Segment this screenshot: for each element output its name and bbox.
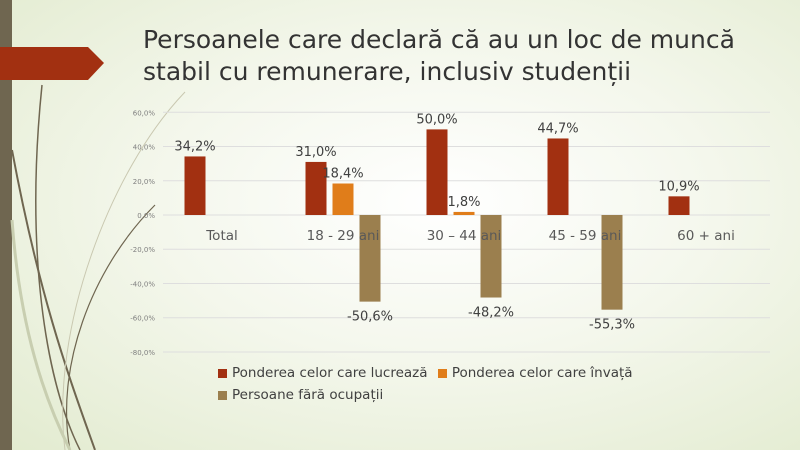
data-label: 34,2% [174, 139, 215, 154]
y-tick-label: -20,0% [130, 246, 155, 254]
bar [426, 129, 448, 215]
legend-label: Persoane fără ocupații [232, 387, 384, 403]
y-tick-label: -60,0% [130, 315, 155, 323]
x-category-label: Total [205, 228, 238, 244]
data-label: 44,7% [537, 121, 578, 136]
bar [359, 215, 381, 302]
bar [184, 156, 206, 215]
data-label: 18,4% [322, 166, 363, 181]
y-tick-label: 40,0% [133, 144, 156, 152]
slide-title: Persoanele care declară că au un loc de … [143, 25, 735, 86]
x-category-label: 45 - 59 ani [549, 228, 622, 244]
slide-sidebar-bar [0, 0, 12, 450]
bar [453, 211, 475, 215]
legend-item-invata: Ponderea celor care învață [437, 362, 633, 384]
legend-label: Ponderea celor care învață [451, 365, 633, 381]
legend-item-fara-ocupatii: Persoane fără ocupații [218, 384, 383, 406]
x-category-label: 60 + ani [677, 228, 735, 244]
bar [480, 215, 502, 298]
y-tick-label: -80,0% [130, 349, 155, 357]
legend-swatch [437, 368, 447, 378]
legend-swatch [218, 368, 227, 378]
legend-swatch [218, 390, 227, 400]
x-category-label: 18 - 29 ani [307, 228, 380, 244]
data-label: 1,8% [447, 195, 480, 210]
bar [601, 215, 623, 310]
data-label: -48,2% [468, 306, 514, 321]
chart-legend: Ponderea celor care lucrează Ponderea ce… [218, 362, 718, 406]
title-arrow-marker [0, 47, 104, 80]
data-label: 50,0% [416, 112, 457, 127]
bar [547, 138, 569, 215]
y-tick-label: 20,0% [133, 178, 156, 186]
data-label: 31,0% [295, 145, 336, 160]
bar [668, 196, 690, 215]
bar [305, 161, 327, 215]
bar [332, 183, 354, 215]
data-label: -55,3% [589, 318, 635, 333]
y-tick-label: 0,0% [137, 212, 155, 220]
data-label: -50,6% [347, 310, 393, 325]
decorative-curves [10, 84, 186, 450]
legend-item-lucreaza: Ponderea celor care lucrează [218, 362, 428, 384]
x-category-label: 30 – 44 ani [427, 228, 502, 244]
y-tick-label: 60,0% [133, 109, 156, 117]
data-label: 10,9% [658, 179, 699, 194]
legend-label: Ponderea celor care lucrează [232, 365, 428, 381]
y-tick-label: -40,0% [130, 280, 155, 288]
